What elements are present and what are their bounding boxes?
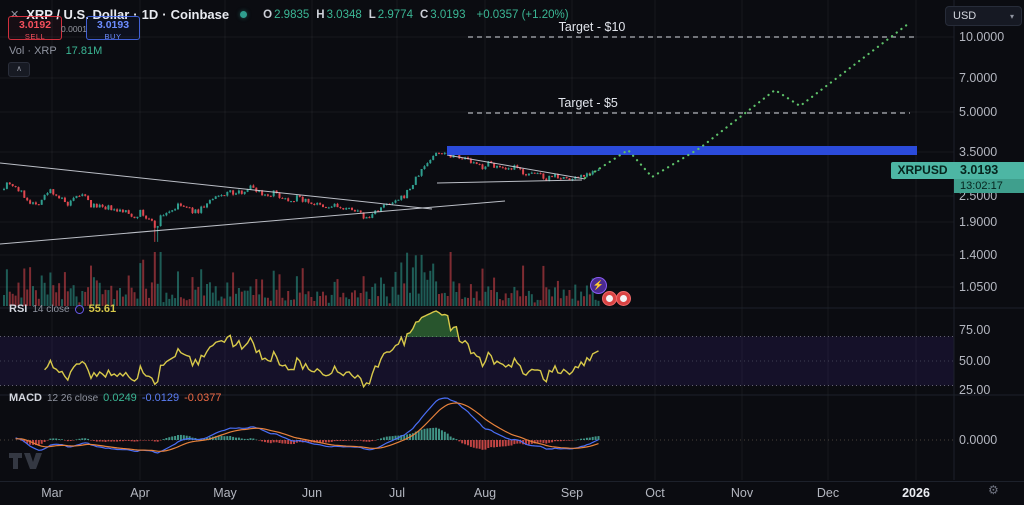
price-axis-label[interactable]: 1.9000 [959, 215, 998, 229]
market-status-icon[interactable] [240, 11, 248, 18]
currency-selector[interactable]: USD ▾ [945, 6, 1022, 26]
close-icon[interactable]: ✕ [10, 9, 20, 21]
chevron-up-icon: ∧ [16, 64, 22, 73]
macd-signal-value: -0.0377 [184, 392, 222, 404]
symbol-price-tag: XRPUSD [891, 162, 954, 179]
symbol-title[interactable]: XRP / U.S. Dollar [26, 7, 130, 22]
ohlc-key: L [368, 8, 376, 21]
time-axis-label[interactable]: May [213, 486, 237, 500]
time-axis-label[interactable]: Jun [301, 486, 323, 500]
rsi-title[interactable]: RSI [9, 303, 28, 315]
time-axis-label[interactable]: Sep [560, 486, 584, 500]
ohlc-values: O 2.9835 H 3.0348 L 2.9774 C 3.0193 [256, 9, 465, 21]
emoji-sticker[interactable] [616, 291, 631, 306]
macd-histogram-value: 0.0249 [103, 392, 137, 404]
collapse-legend-button[interactable]: ∧ [8, 62, 30, 77]
time-axis-label[interactable]: Jul [389, 486, 405, 500]
sell-button[interactable]: 3.0192 SELL [8, 16, 62, 40]
time-axis-label[interactable]: 2026 [902, 486, 930, 500]
sell-label: SELL [24, 31, 46, 41]
macd-line-value: -0.0129 [141, 392, 180, 404]
lightning-emoji-sticker[interactable]: ⚡ [590, 277, 607, 294]
macd-params: 12 26 close [47, 392, 99, 404]
settings-icon[interactable]: ⚙ [988, 483, 999, 497]
price-axis-label[interactable]: 7.0000 [959, 71, 998, 85]
ohlc-value: 2.9774 [377, 8, 413, 21]
target-annotation[interactable]: Target - $5 [558, 96, 618, 110]
price-axis-label[interactable]: 3.5000 [959, 145, 998, 159]
volume-label: Vol · XRP [9, 45, 57, 57]
emoji-sticker[interactable] [602, 291, 617, 306]
price-axis-label[interactable]: 1.4000 [959, 248, 998, 262]
title-separator: · [133, 7, 138, 22]
rsi-legend: RSI 14 close 55.61 [9, 303, 116, 315]
exchange-label[interactable]: Coinbase [170, 7, 230, 22]
ohlc-key: C [419, 8, 429, 21]
time-axis-label[interactable]: Dec [816, 486, 840, 500]
indicator-dot-icon[interactable] [74, 304, 84, 314]
rsi-params: 14 close [32, 303, 70, 315]
time-axis-label[interactable]: Aug [473, 486, 497, 500]
price-axis-label[interactable]: 75.00 [959, 323, 991, 337]
price-axis-label[interactable]: 25.00 [959, 383, 991, 397]
price-axis-label[interactable]: 5.0000 [959, 105, 998, 119]
volume-legend: Vol · XRP 17.81M [9, 45, 102, 57]
target-annotation[interactable]: Target - $10 [558, 20, 626, 34]
price-axis-label[interactable]: 10.0000 [959, 30, 1005, 44]
price-axis-label[interactable]: 50.00 [959, 354, 991, 368]
ohlc-value: 3.0193 [430, 8, 466, 21]
ohlc-key: O [263, 8, 273, 21]
macd-legend: MACD 12 26 close 0.0249 -0.0129 -0.0377 [9, 392, 221, 404]
ohlc-key: H [316, 8, 325, 21]
rsi-value: 55.61 [88, 303, 117, 315]
price-axis-label[interactable]: 0.0000 [959, 433, 998, 447]
sell-price: 3.0192 [18, 19, 52, 31]
time-axis-label[interactable]: Apr [130, 486, 150, 500]
time-axis[interactable]: Mar Apr May Jun Jul Aug Sep Oct Nov Dec 2026 [0, 481, 1024, 505]
change-value: +0.0357 (+1.20%) [476, 8, 569, 21]
chevron-down-icon: ▾ [1009, 11, 1014, 21]
bar-countdown: 13:02:17 [954, 179, 1024, 193]
macd-title[interactable]: MACD [9, 392, 42, 404]
buy-price: 3.0193 [96, 19, 130, 31]
ohlc-value: 3.0348 [326, 8, 362, 21]
price-axis-label[interactable]: 1.0500 [959, 280, 998, 294]
title-separator: · [162, 7, 167, 22]
spread-value: 0.0001 [61, 24, 87, 34]
currency-label: USD [953, 10, 977, 22]
time-axis-label[interactable]: Mar [41, 486, 63, 500]
last-price-label: 3.0193 [954, 162, 1024, 179]
tradingview-logo[interactable] [8, 450, 48, 472]
volume-value: 17.81M [65, 45, 103, 57]
chart-legend: ✕ XRP / U.S. Dollar · 1D · Coinbase O 2.9… [10, 7, 569, 22]
time-axis-label[interactable]: Oct [645, 486, 665, 500]
interval-label[interactable]: 1D [141, 7, 159, 22]
time-axis-label[interactable]: Nov [730, 486, 754, 500]
buy-button[interactable]: 3.0193 BUY [86, 16, 140, 40]
buy-label: BUY [104, 31, 122, 41]
ohlc-value: 2.9835 [274, 8, 310, 21]
